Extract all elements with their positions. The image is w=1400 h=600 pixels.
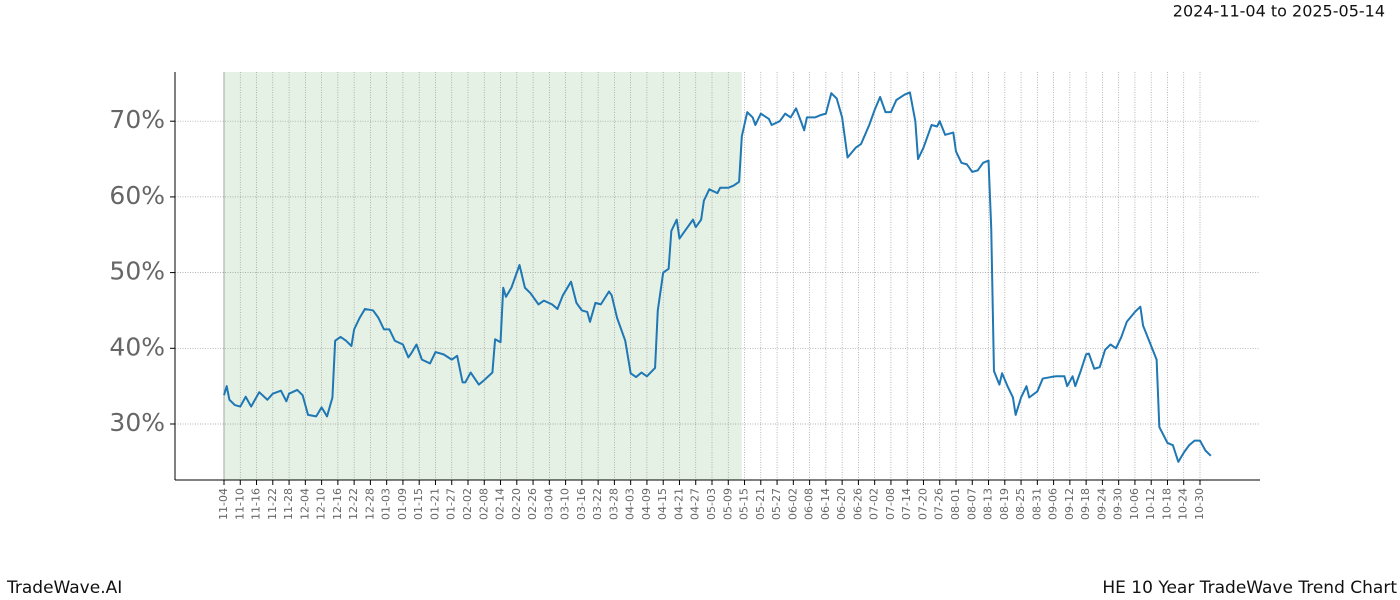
x-tick-label: 08-25	[1014, 488, 1027, 520]
x-tick-label: 09-30	[1112, 488, 1125, 520]
brand: TradeWave.AI	[6, 578, 122, 598]
x-tick-label: 04-09	[640, 488, 653, 520]
x-tick-label: 11-10	[233, 488, 246, 520]
x-tick-label: 09-12	[1063, 488, 1076, 520]
y-tick-label: 40%	[109, 332, 165, 361]
x-tick-label: 11-22	[266, 488, 279, 520]
x-tick-label: 05-09	[721, 488, 734, 520]
x-tick-label: 03-22	[591, 488, 604, 520]
chart-title: HE 10 Year TradeWave Trend Chart	[1102, 578, 1397, 598]
x-tick-label: 08-13	[982, 488, 995, 520]
x-tick-label: 04-27	[689, 488, 702, 520]
x-tick-label: 09-24	[1095, 488, 1108, 520]
x-tick-label: 06-08	[803, 488, 816, 520]
x-tick-label: 11-04	[217, 488, 230, 520]
x-tick-label: 04-03	[624, 488, 637, 520]
x-tick-label: 12-04	[298, 488, 311, 520]
x-tick-label: 06-26	[851, 488, 864, 520]
x-tick-label: 01-27	[445, 488, 458, 520]
y-tick-label: 30%	[109, 408, 165, 437]
x-tick-label: 12-10	[315, 488, 328, 520]
x-tick-label: 12-22	[347, 488, 360, 520]
x-tick-label: 07-20	[916, 488, 929, 520]
x-tick-label: 11-28	[282, 488, 295, 520]
x-tick-label: 01-15	[412, 488, 425, 520]
x-tick-label: 02-14	[494, 488, 507, 520]
x-tick-label: 05-27	[770, 488, 783, 520]
x-tick-label: 03-28	[607, 488, 620, 520]
x-tick-label: 02-02	[461, 488, 474, 520]
x-tick-label: 02-08	[477, 488, 490, 520]
x-tick-label: 07-26	[933, 488, 946, 520]
x-tick-label: 10-12	[1144, 488, 1157, 520]
x-tick-label: 04-15	[656, 488, 669, 520]
x-tick-label: 03-16	[575, 488, 588, 520]
x-tick-label: 11-16	[250, 488, 263, 520]
x-tick-label: 05-15	[738, 488, 751, 520]
x-tick-label: 10-24	[1177, 488, 1190, 520]
x-tick-label: 02-26	[526, 488, 539, 520]
x-tick-label: 12-28	[363, 488, 376, 520]
x-tick-label: 02-20	[510, 488, 523, 520]
x-tick-label: 12-16	[331, 488, 344, 520]
x-tick-label: 10-18	[1160, 488, 1173, 520]
x-tick-label: 03-10	[559, 488, 572, 520]
y-tick-label: 60%	[109, 181, 165, 210]
x-tick-label: 01-21	[428, 488, 441, 520]
x-tick-label: 07-02	[868, 488, 881, 520]
x-tick-label: 08-19	[998, 488, 1011, 520]
x-tick-label: 09-18	[1079, 488, 1092, 520]
trend-line	[223, 91, 1212, 463]
x-tick-label: 07-14	[900, 488, 913, 520]
x-tick-label: 09-06	[1047, 488, 1060, 520]
x-tick-label: 10-30	[1193, 488, 1206, 520]
x-tick-label: 06-20	[835, 488, 848, 520]
x-tick-label: 08-31	[1030, 488, 1043, 520]
x-tick-label: 08-01	[949, 488, 962, 520]
x-tick-label: 07-08	[884, 488, 897, 520]
x-tick-label: 03-04	[542, 488, 555, 520]
y-tick-label: 50%	[109, 257, 165, 286]
x-tick-label: 10-06	[1128, 488, 1141, 520]
x-tick-label: 01-03	[380, 488, 393, 520]
x-tick-label: 08-07	[965, 488, 978, 520]
x-tick-label: 05-03	[705, 488, 718, 520]
x-tick-label: 01-09	[396, 488, 409, 520]
x-tick-label: 06-14	[819, 488, 832, 520]
y-tick-label: 70%	[109, 105, 165, 134]
shaded-range	[224, 72, 742, 480]
x-tick-label: 05-21	[754, 488, 767, 520]
x-tick-label: 04-21	[672, 488, 685, 520]
x-tick-label: 06-02	[786, 488, 799, 520]
date-range: 2024-11-04 to 2025-05-14	[1173, 2, 1385, 21]
